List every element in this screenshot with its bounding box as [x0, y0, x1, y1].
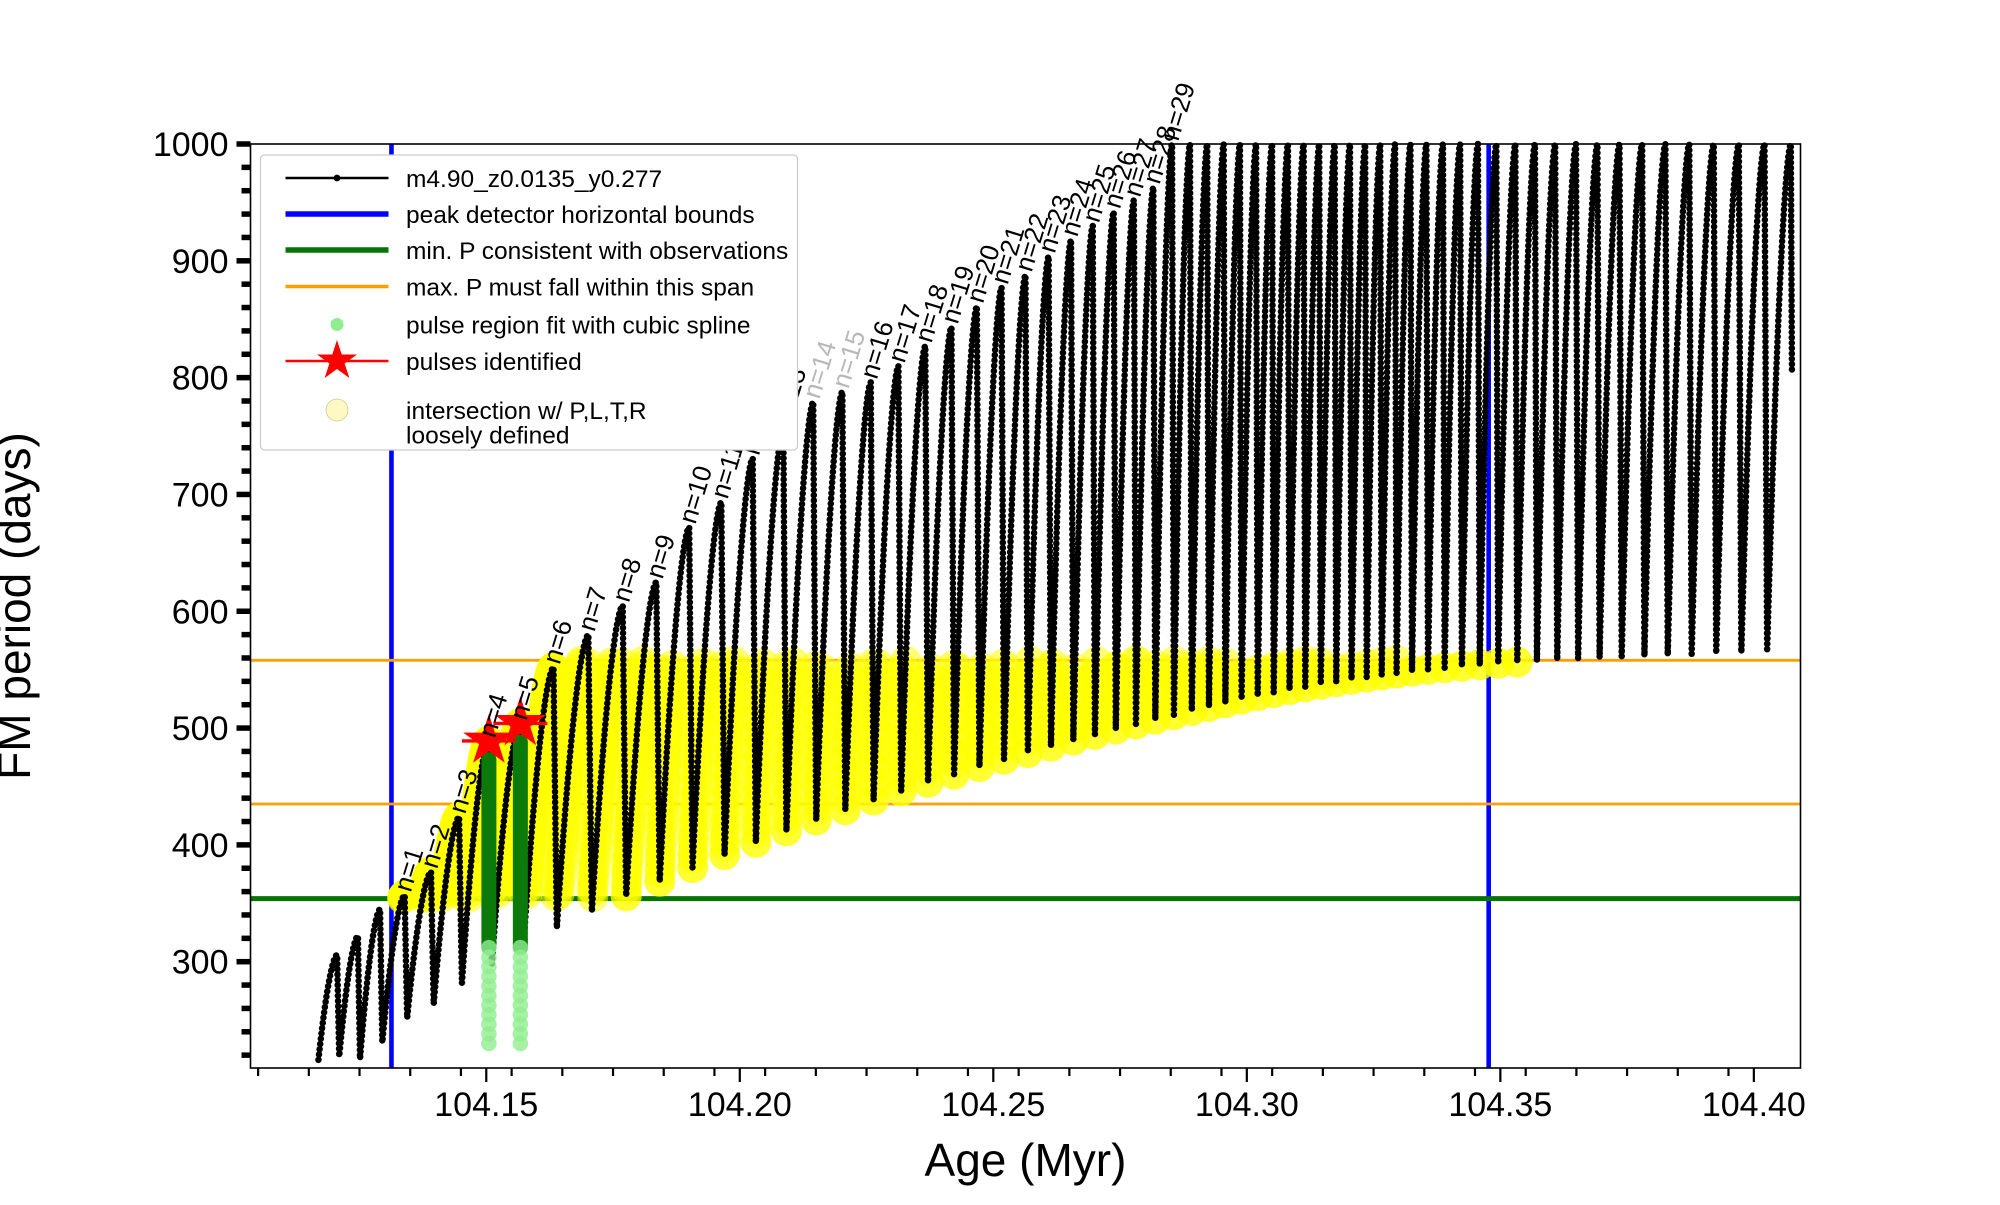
- svg-text:104.25: 104.25: [941, 1086, 1045, 1124]
- svg-text:900: 900: [172, 243, 229, 281]
- svg-text:min. P consistent with observa: min. P consistent with observations: [406, 238, 788, 265]
- svg-text:400: 400: [172, 827, 229, 865]
- svg-text:1000: 1000: [153, 126, 229, 164]
- svg-text:300: 300: [172, 944, 229, 982]
- svg-text:m4.90_z0.0135_y0.277: m4.90_z0.0135_y0.277: [406, 166, 662, 193]
- svg-text:700: 700: [172, 476, 229, 514]
- svg-text:pulse region fit with cubic sp: pulse region fit with cubic spline: [406, 313, 751, 340]
- svg-text:500: 500: [172, 710, 229, 748]
- svg-text:max. P must fall within this s: max. P must fall within this span: [406, 275, 754, 302]
- svg-text:FM period (days): FM period (days): [0, 432, 40, 780]
- svg-text:104.15: 104.15: [434, 1086, 538, 1124]
- svg-text:104.35: 104.35: [1448, 1086, 1552, 1124]
- svg-text:pulses identified: pulses identified: [406, 349, 582, 376]
- svg-text:Age (Myr): Age (Myr): [925, 1134, 1127, 1186]
- svg-text:104.40: 104.40: [1702, 1086, 1806, 1124]
- svg-text:600: 600: [172, 593, 229, 631]
- svg-text:800: 800: [172, 360, 229, 398]
- svg-text:intersection w/ P,L,T,R: intersection w/ P,L,T,R: [406, 398, 647, 425]
- svg-text:loosely defined: loosely defined: [406, 423, 569, 450]
- svg-text:104.30: 104.30: [1195, 1086, 1299, 1124]
- svg-text:peak detector horizontal bound: peak detector horizontal bounds: [406, 202, 755, 229]
- svg-text:104.20: 104.20: [688, 1086, 792, 1124]
